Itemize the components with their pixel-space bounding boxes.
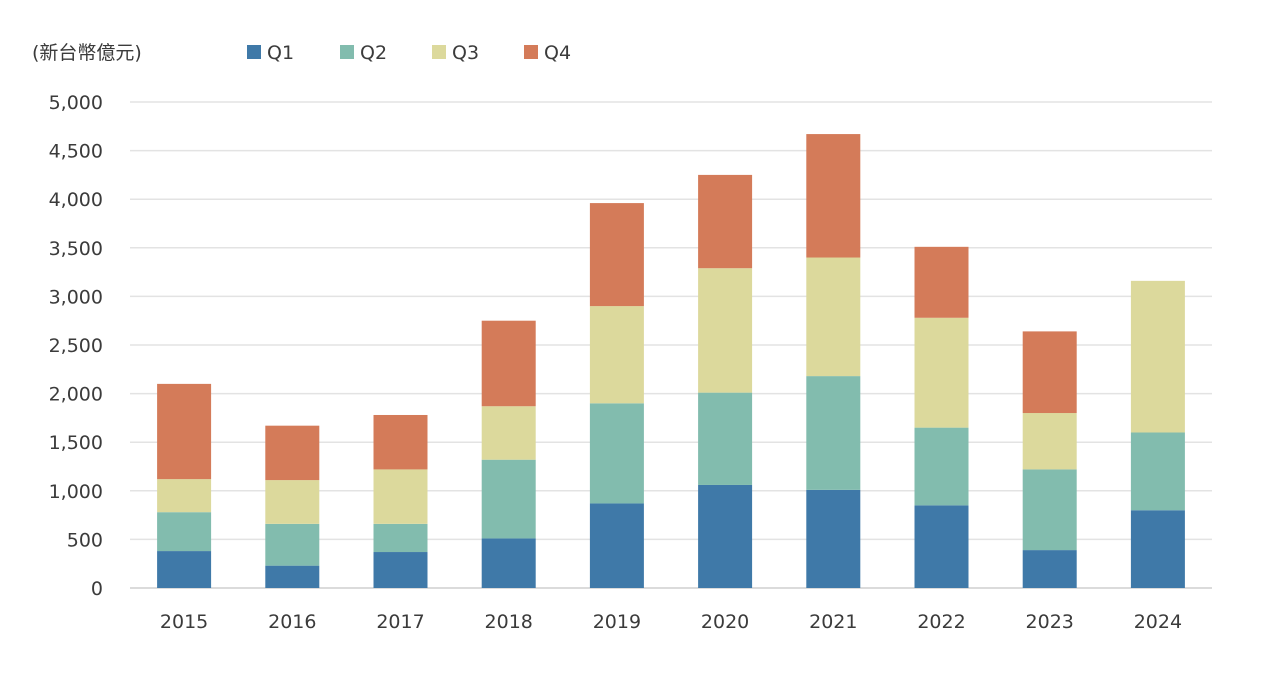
x-tick-label: 2015 — [160, 611, 208, 633]
bar-q4-2019 — [589, 203, 644, 307]
bar-q4-2022 — [914, 246, 969, 318]
bar-q3-2022 — [914, 317, 969, 428]
bar-q1-2020 — [698, 484, 753, 588]
y-tick-label: 5,000 — [49, 92, 103, 114]
bar-q2-2015 — [157, 512, 212, 552]
bar-q3-2017 — [373, 469, 428, 524]
bar-q3-2018 — [481, 406, 536, 460]
bar-q1-2024 — [1130, 510, 1185, 588]
bar-q2-2019 — [589, 403, 644, 504]
bar-q2-2016 — [265, 523, 320, 566]
y-tick-label: 1,000 — [49, 481, 103, 503]
bar-q4-2017 — [373, 414, 428, 470]
bar-q2-2022 — [914, 427, 969, 506]
bar-q3-2023 — [1022, 413, 1077, 470]
bar-q1-2022 — [914, 505, 969, 588]
legend-swatch-q4 — [524, 45, 538, 59]
legend-swatch-q2 — [340, 45, 354, 59]
y-tick-label: 1,500 — [49, 432, 103, 454]
bar-q4-2018 — [481, 320, 536, 407]
legend-swatch-q1 — [247, 45, 261, 59]
legend-swatch-q3 — [432, 45, 446, 59]
y-tick-label: 4,500 — [49, 141, 103, 163]
y-tick-label: 3,000 — [49, 286, 103, 308]
y-tick-label: 2,500 — [49, 335, 103, 357]
x-tick-label: 2020 — [701, 611, 749, 633]
y-tick-label: 3,500 — [49, 238, 103, 260]
x-tick-label: 2019 — [593, 611, 641, 633]
axis-layer: 0 500 1,000 1,500 2,000 2,500 3,000 3,500 4,000 4… — [49, 92, 1182, 633]
y-tick-label: 0 — [91, 578, 103, 600]
bar-q2-2024 — [1130, 432, 1185, 511]
legend-label-q4: Q4 — [544, 42, 571, 64]
bar-q4-2015 — [157, 383, 212, 480]
bar-q4-2016 — [265, 425, 320, 481]
bar-q1-2019 — [589, 503, 644, 588]
bar-q1-2015 — [157, 551, 212, 588]
bar-q1-2023 — [1022, 550, 1077, 588]
legend-label-q3: Q3 — [452, 42, 479, 64]
bar-q2-2023 — [1022, 469, 1077, 551]
x-tick-label: 2016 — [268, 611, 316, 633]
bar-q3-2016 — [265, 480, 320, 524]
y-tick-label: 500 — [67, 529, 103, 551]
legend: (新台幣億元) Q1 Q2 Q3 Q4 — [32, 42, 571, 64]
bar-q3-2020 — [698, 268, 753, 393]
bar-q1-2018 — [481, 538, 536, 588]
x-tick-label: 2024 — [1134, 611, 1182, 633]
x-tick-label: 2018 — [485, 611, 533, 633]
bar-q4-2023 — [1022, 331, 1077, 414]
y-tick-label: 2,000 — [49, 384, 103, 406]
bar-q1-2016 — [265, 565, 320, 588]
y-tick-label: 4,000 — [49, 189, 103, 211]
unit-label: (新台幣億元) — [32, 42, 142, 64]
bar-q2-2018 — [481, 459, 536, 539]
bar-q1-2021 — [806, 489, 861, 588]
bar-q3-2024 — [1130, 280, 1185, 433]
bar-layer — [157, 134, 1185, 588]
bar-q1-2017 — [373, 552, 428, 588]
legend-label-q2: Q2 — [360, 42, 387, 64]
x-tick-label: 2023 — [1026, 611, 1074, 633]
bar-q2-2017 — [373, 523, 428, 553]
bar-q3-2019 — [589, 306, 644, 404]
x-tick-label: 2021 — [809, 611, 857, 633]
x-tick-label: 2022 — [917, 611, 965, 633]
bar-q3-2021 — [806, 257, 861, 377]
bar-q4-2021 — [806, 134, 861, 258]
x-tick-label: 2017 — [376, 611, 424, 633]
bar-q3-2015 — [157, 479, 212, 513]
legend-label-q1: Q1 — [267, 42, 294, 64]
bar-q2-2021 — [806, 376, 861, 490]
bar-q2-2020 — [698, 392, 753, 485]
bar-q4-2020 — [698, 174, 753, 269]
